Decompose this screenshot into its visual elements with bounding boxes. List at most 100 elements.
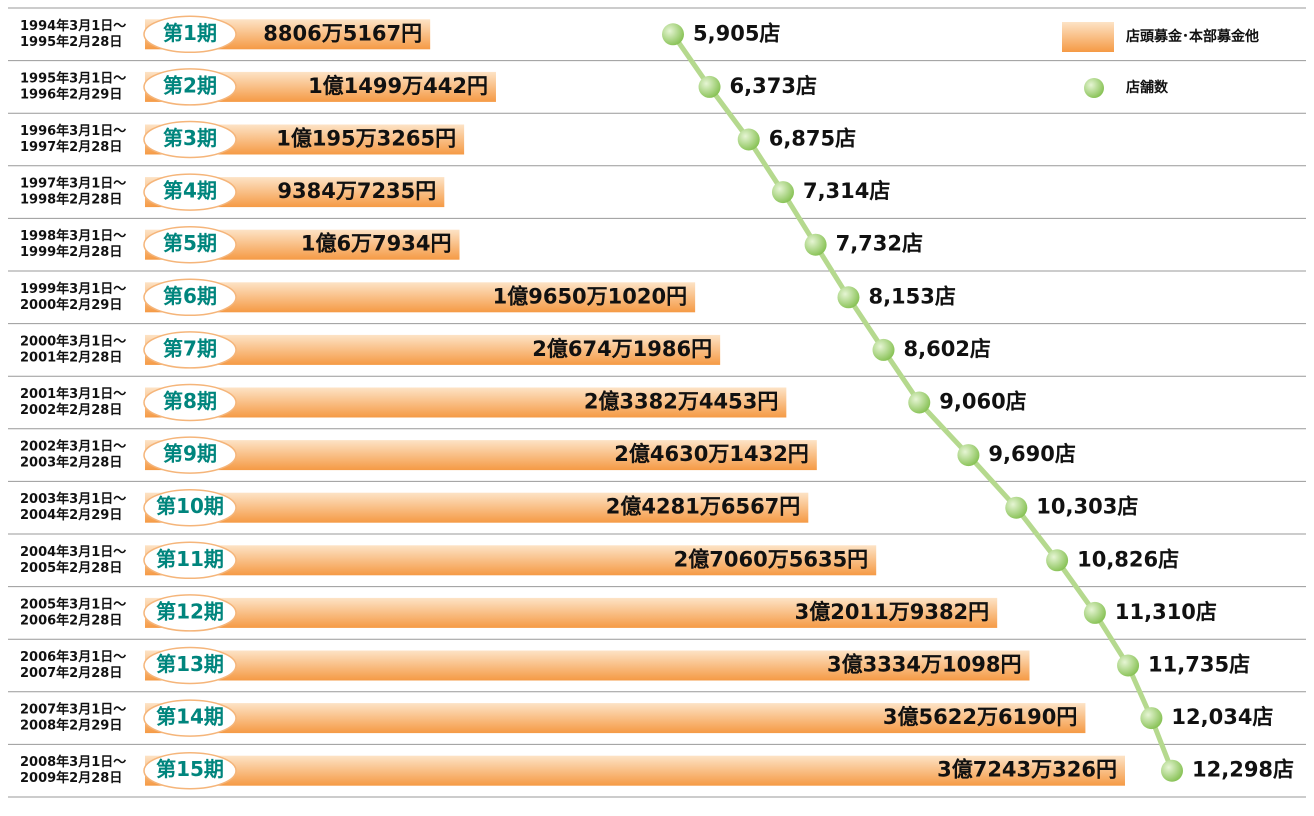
term-badge [143, 436, 237, 474]
period-start: 2001年3月1日～ [20, 386, 126, 402]
term-label: 第1期 [163, 21, 217, 45]
term-badge [143, 594, 237, 632]
term-badge [143, 751, 237, 790]
term-badge [143, 278, 237, 317]
store-dot [804, 233, 827, 256]
amount-label: 3億5622万6190円 [883, 705, 1078, 729]
store-label: 9,060店 [939, 390, 1026, 414]
amount-label: 2億7060万5635円 [674, 547, 869, 571]
store-label: 7,732店 [836, 232, 923, 256]
term-label: 第3期 [163, 126, 217, 150]
store-dot [908, 391, 931, 414]
store-label: 12,298店 [1192, 758, 1294, 782]
store-dot [662, 23, 684, 46]
bar [145, 334, 721, 365]
bar [145, 387, 787, 418]
legend-bar-swatch [1062, 22, 1114, 52]
amount-label: 1億9650万1020円 [493, 284, 688, 308]
term-badge [143, 225, 237, 264]
period-start: 1999年3月1日～ [20, 281, 126, 297]
store-dot [1161, 759, 1183, 782]
amount-label: 2億4630万1432円 [614, 442, 809, 466]
period-start: 2008年3月1日～ [20, 754, 126, 770]
store-dot [1046, 549, 1069, 572]
period-start: 2000年3月1日～ [20, 333, 126, 349]
store-label: 8,153店 [868, 284, 955, 308]
amount-label: 9384万7235円 [277, 179, 436, 203]
store-dot [1005, 496, 1028, 519]
period-end: 2008年2月29日 [20, 718, 122, 734]
term-badge [143, 699, 237, 737]
term-label: 第2期 [163, 73, 217, 97]
period-end: 2007年2月28日 [20, 665, 122, 681]
period-start: 1997年3月1日～ [20, 176, 126, 192]
term-badge [143, 488, 237, 527]
term-label: 第7期 [163, 336, 217, 360]
term-label: 第14期 [156, 705, 224, 729]
period-end: 2002年2月28日 [20, 402, 122, 418]
store-label: 7,314店 [803, 179, 890, 203]
period-start: 1994年3月1日～ [20, 18, 126, 34]
term-label: 第11期 [156, 547, 224, 571]
period-start: 1995年3月1日～ [20, 70, 126, 86]
bar [145, 755, 1125, 786]
term-badge [143, 646, 237, 685]
store-label: 10,826店 [1077, 547, 1179, 571]
bar [145, 492, 809, 523]
legend-dot-swatch [1084, 78, 1104, 98]
amount-label: 3億3334万1098円 [827, 653, 1022, 677]
term-label: 第6期 [163, 284, 217, 308]
term-label: 第8期 [163, 389, 217, 413]
period-start: 2007年3月1日～ [20, 702, 126, 718]
period-start: 2006年3月1日～ [20, 649, 126, 665]
period-end: 2004年2月29日 [20, 507, 122, 523]
store-label: 12,034店 [1171, 705, 1273, 729]
bar [145, 650, 1030, 681]
amount-label: 1億1499万442円 [308, 74, 488, 98]
period-end: 2005年2月28日 [20, 560, 122, 576]
period-end: 1996年2月29日 [20, 86, 122, 102]
period-end: 1995年2月28日 [20, 34, 122, 50]
period-end: 1997年2月28日 [20, 139, 122, 155]
period-end: 1998年2月28日 [20, 192, 122, 208]
amount-label: 3億7243万326円 [937, 758, 1117, 782]
amount-label: 2億4281万6567円 [606, 495, 801, 519]
term-badge [143, 120, 237, 159]
store-dot [1117, 654, 1140, 677]
period-start: 1996年3月1日～ [20, 123, 126, 139]
term-label: 第15期 [156, 757, 224, 781]
amount-label: 1億195万3265円 [276, 127, 456, 151]
term-badge [143, 173, 237, 211]
term-label: 第12期 [156, 599, 224, 623]
bar [145, 597, 998, 628]
store-label: 10,303店 [1036, 495, 1138, 519]
store-label: 9,690店 [988, 442, 1075, 466]
store-label: 11,310店 [1115, 600, 1217, 624]
store-label: 6,373店 [730, 74, 817, 98]
bar [145, 440, 817, 471]
bar [145, 703, 1086, 734]
store-dot [1140, 707, 1163, 730]
amount-label: 1億6万7934円 [301, 232, 452, 256]
store-dot [957, 444, 980, 467]
amount-label: 2億674万1986円 [532, 337, 712, 361]
amount-label: 8806万5167円 [263, 21, 422, 45]
period-start: 2002年3月1日～ [20, 439, 126, 455]
period-end: 2009年2月28日 [20, 770, 122, 786]
store-dot [771, 181, 794, 204]
term-label: 第9期 [163, 442, 217, 466]
period-start: 2003年3月1日～ [20, 491, 126, 507]
period-end: 2001年2月28日 [20, 349, 122, 365]
store-label: 6,875店 [769, 127, 856, 151]
amount-label: 3億2011万9382円 [795, 600, 990, 624]
legend-label: 店舗数 [1126, 79, 1169, 96]
term-badge [143, 383, 237, 422]
store-label: 11,735店 [1148, 653, 1250, 677]
legend-label: 店頭募金･本部募金他 [1126, 28, 1259, 45]
amount-label: 2億3382万4453円 [584, 390, 779, 414]
store-dot [1083, 601, 1106, 624]
period-start: 1998年3月1日～ [20, 228, 126, 244]
term-label: 第10期 [156, 494, 224, 518]
bar [145, 545, 877, 576]
